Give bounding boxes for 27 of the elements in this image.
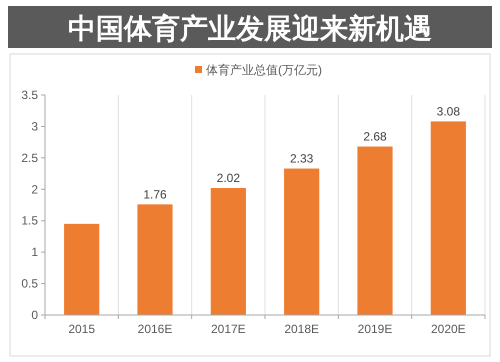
bar bbox=[210, 188, 246, 315]
data-label: 2.68 bbox=[363, 130, 387, 144]
bar bbox=[64, 224, 100, 315]
bar bbox=[357, 146, 393, 315]
data-label: 2.02 bbox=[216, 171, 240, 186]
bar bbox=[284, 168, 320, 315]
y-tick-label: 0.5 bbox=[21, 276, 38, 291]
x-tick-label: 2015 bbox=[68, 322, 96, 336]
y-tick-label: 3 bbox=[31, 119, 38, 134]
y-tick-label: 2 bbox=[31, 182, 38, 196]
bar bbox=[430, 121, 466, 315]
x-tick-label: 2019E bbox=[358, 322, 392, 336]
y-tick-label: 3.5 bbox=[21, 88, 38, 102]
x-tick-label: 2016E bbox=[138, 322, 172, 336]
data-label: 3.08 bbox=[436, 104, 460, 118]
data-label: 1.76 bbox=[143, 187, 167, 202]
x-tick-label: 2018E bbox=[284, 322, 320, 336]
y-tick-label: 0 bbox=[31, 308, 38, 322]
y-tick-label: 2.5 bbox=[21, 150, 38, 165]
chart-title: 中国体育产业发展迎来新机遇 bbox=[68, 13, 432, 44]
y-tick-label: 1.5 bbox=[21, 214, 38, 228]
y-tick-label: 1 bbox=[31, 245, 38, 260]
bar bbox=[137, 204, 173, 315]
x-tick-label: 2020E bbox=[430, 322, 466, 336]
legend-label: 体育产业总值(万亿元) bbox=[206, 63, 322, 77]
data-label: 2.33 bbox=[290, 152, 314, 166]
x-tick-label: 2017E bbox=[210, 322, 246, 336]
